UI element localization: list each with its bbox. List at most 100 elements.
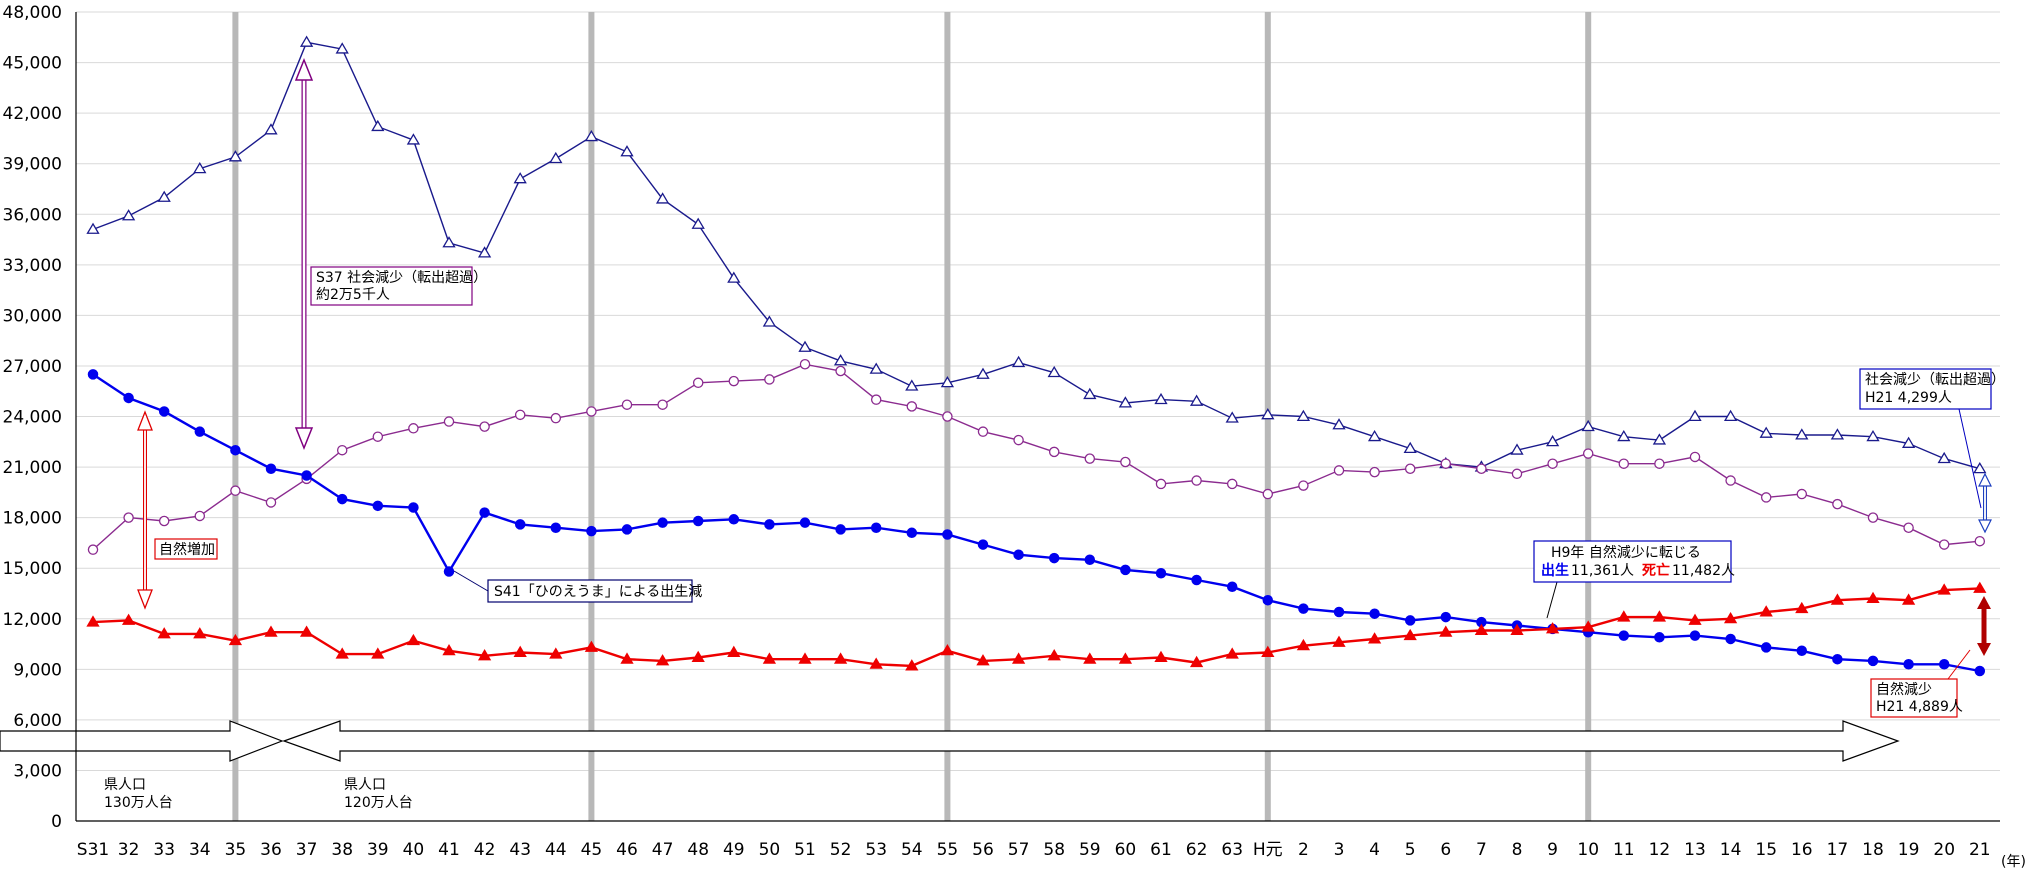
data-point-births — [1120, 564, 1131, 576]
h21-natural-line1: 自然減少 — [1876, 681, 1932, 698]
data-point-deaths — [691, 650, 705, 663]
data-point-out — [1367, 429, 1382, 442]
h9-annotation-line1: H9年 自然減少に転じる — [1551, 544, 1701, 561]
x-tick-label: 34 — [189, 840, 211, 860]
data-point-out — [620, 145, 634, 157]
data-point-in — [692, 377, 704, 389]
data-point-out — [477, 246, 492, 258]
x-tick-label: 17 — [1827, 840, 1849, 860]
data-point-births — [1191, 574, 1202, 586]
data-point-births — [1404, 615, 1416, 626]
natural-increase-arrow-up — [137, 410, 153, 431]
data-point-births — [1333, 606, 1345, 618]
series-deaths — [86, 581, 1987, 671]
h9-birth-value: 11,361人 — [1571, 563, 1634, 579]
data-point-deaths — [335, 647, 349, 659]
data-point-deaths — [1189, 655, 1204, 668]
x-tick-label: 2 — [1298, 840, 1309, 860]
data-point-out — [1901, 436, 1916, 448]
h9-annotation-box — [1533, 540, 1732, 583]
data-point-deaths — [869, 657, 883, 669]
data-point-in — [657, 399, 668, 410]
data-point-deaths — [620, 652, 634, 664]
data-point-deaths — [121, 613, 136, 625]
data-point-deaths — [905, 659, 919, 671]
data-point-in — [1048, 446, 1060, 458]
x-tick-label: 44 — [545, 840, 567, 860]
data-point-in — [194, 510, 206, 522]
data-point-out — [157, 190, 171, 202]
data-point-births — [265, 463, 277, 474]
data-point-in — [230, 485, 241, 496]
data-point-births — [764, 519, 775, 530]
data-point-deaths — [1118, 652, 1133, 664]
data-point-in — [1974, 535, 1986, 547]
data-point-births — [728, 514, 740, 525]
data-point-deaths — [1296, 638, 1311, 651]
data-point-deaths — [1973, 581, 1987, 593]
h21-natural-line2: H21 4,889人 — [1876, 699, 1963, 715]
data-point-in — [87, 544, 99, 555]
h9-birth-label: 出生 — [1541, 562, 1569, 579]
data-point-in — [443, 416, 455, 427]
data-point-deaths — [264, 625, 278, 637]
x-tick-label: 14 — [1720, 840, 1742, 860]
data-point-in — [1760, 492, 1772, 503]
data-point-in — [1440, 458, 1452, 469]
x-tick-label: 5 — [1405, 840, 1416, 860]
data-point-out — [1830, 428, 1845, 440]
data-point-deaths — [1581, 620, 1595, 632]
x-tick-label: 49 — [723, 840, 745, 860]
data-point-out — [228, 150, 243, 162]
x-tick-label: 38 — [331, 840, 353, 860]
data-point-out — [1759, 426, 1773, 438]
data-point-out — [193, 161, 207, 174]
data-point-deaths — [1011, 652, 1026, 664]
y-tick-label: 48,000 — [3, 3, 62, 23]
x-tick-label: 39 — [367, 840, 389, 860]
data-point-out — [1047, 365, 1061, 378]
natural-increase-box — [154, 538, 218, 560]
x-tick-label: 62 — [1186, 840, 1208, 860]
data-point-deaths — [1652, 610, 1667, 622]
x-tick-label: 3 — [1334, 840, 1345, 860]
data-point-births — [835, 524, 846, 535]
h21-natural-box — [1870, 678, 1958, 718]
data-point-births — [1013, 549, 1024, 560]
x-tick-label: 47 — [652, 840, 674, 860]
data-point-in — [1725, 475, 1736, 486]
series-out — [86, 35, 1987, 474]
data-point-in — [123, 512, 134, 523]
data-point-out — [1189, 394, 1204, 406]
data-point-deaths — [1759, 605, 1773, 617]
data-point-deaths — [1367, 632, 1382, 644]
data-point-in — [1796, 488, 1808, 500]
data-point-in — [158, 515, 170, 527]
series-line-in — [92, 363, 1980, 551]
data-point-births — [1084, 554, 1096, 566]
data-point-births — [158, 406, 170, 417]
s37-annotation-line2: 約2万5千人 — [316, 287, 390, 303]
x-tick-label: 46 — [616, 840, 638, 860]
data-point-out — [264, 123, 278, 135]
x-tick-label: 19 — [1898, 840, 1920, 860]
h21-social-line2: H21 4,299人 — [1865, 390, 1952, 406]
data-point-in — [1120, 456, 1131, 468]
data-point-out — [1937, 451, 1951, 464]
data-point-out — [976, 367, 990, 379]
data-point-out — [86, 222, 100, 234]
data-point-births — [977, 539, 989, 550]
series-line-births — [92, 373, 1981, 673]
data-point-in — [906, 401, 918, 412]
x-tick-label: 48 — [687, 840, 709, 860]
x-tick-label: 54 — [901, 840, 923, 860]
y-tick-label: 30,000 — [3, 306, 62, 326]
data-point-out — [940, 376, 955, 388]
data-point-births — [230, 444, 241, 456]
h9-death-value: 11,482人 — [1672, 563, 1735, 579]
x-tick-label: 32 — [118, 840, 140, 860]
data-point-deaths — [727, 645, 741, 657]
data-point-out — [655, 192, 670, 204]
x-tick-label: 10 — [1577, 840, 1599, 860]
data-point-deaths — [299, 625, 314, 637]
